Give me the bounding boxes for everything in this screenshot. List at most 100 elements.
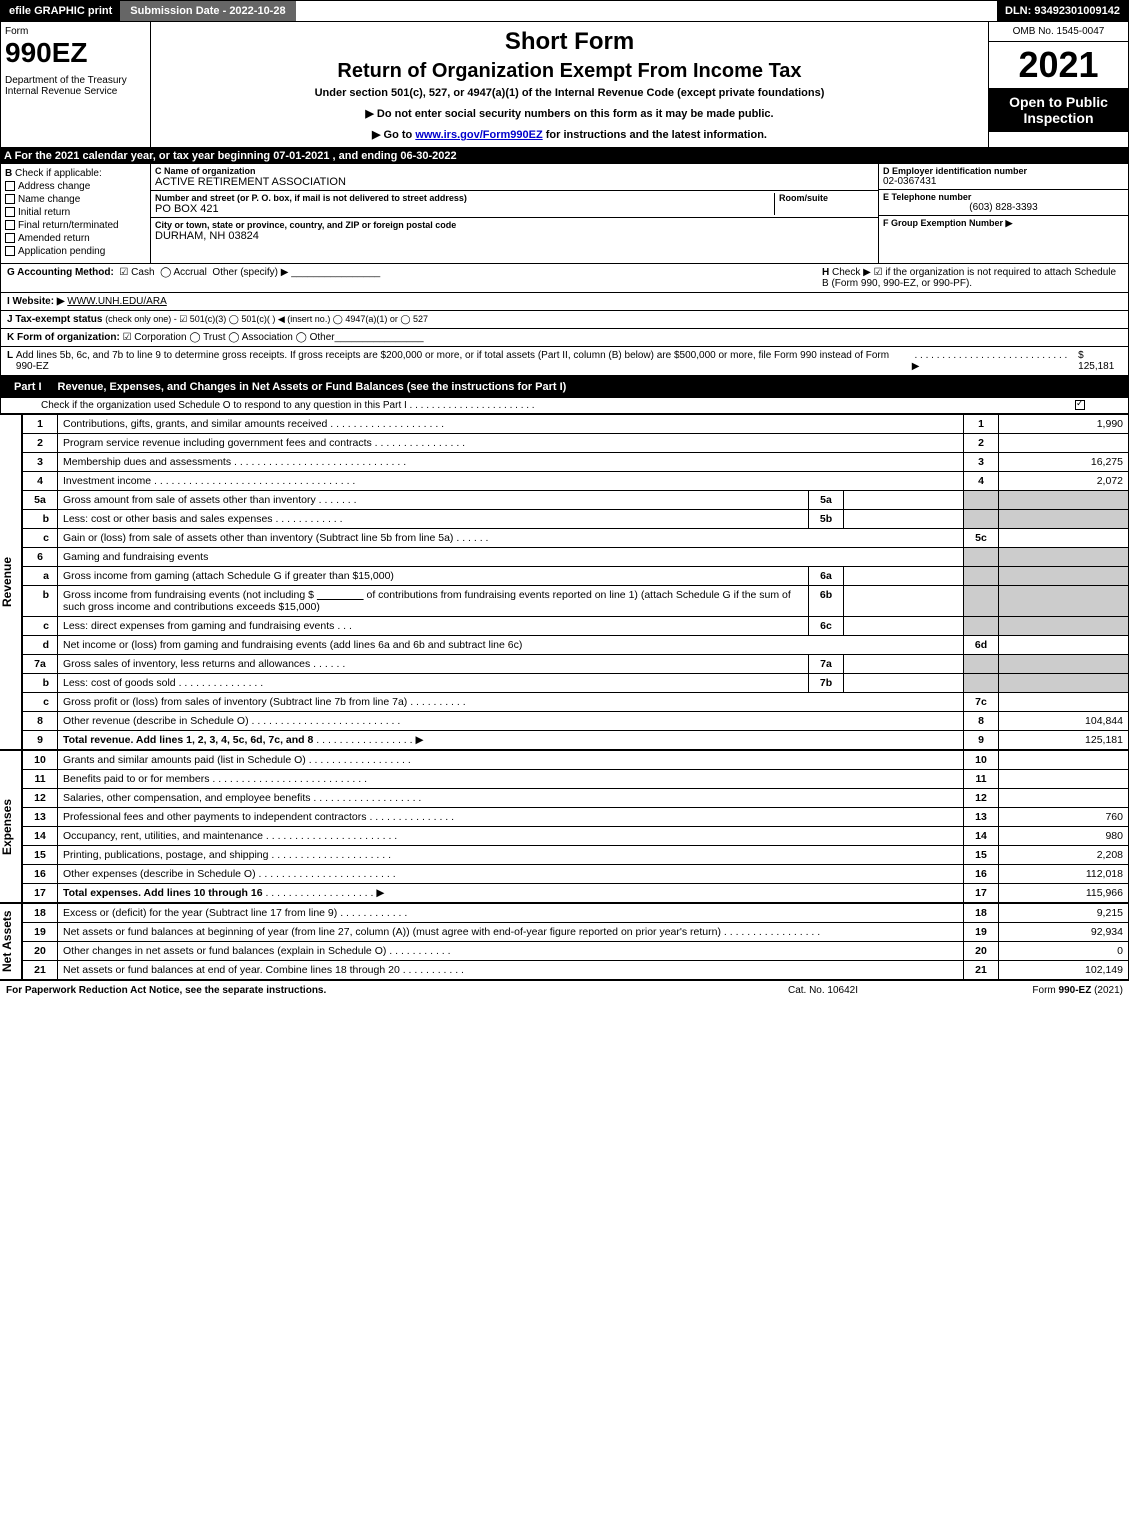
line-12: 12Salaries, other compensation, and empl… (23, 789, 1129, 808)
line-4: 4Investment income . . . . . . . . . . .… (23, 472, 1129, 491)
line-5b: bLess: cost or other basis and sales exp… (23, 510, 1129, 529)
ein-value: 02-0367431 (883, 176, 1124, 187)
short-form-title: Short Form (157, 28, 982, 56)
dln: DLN: 93492301009142 (997, 1, 1128, 21)
form-header: Form 990EZ Department of the Treasury In… (0, 22, 1129, 148)
form-number: 990EZ (5, 37, 146, 69)
expenses-table: 10Grants and similar amounts paid (list … (22, 750, 1129, 903)
b-label: B (5, 168, 12, 179)
part1-title: Revenue, Expenses, and Changes in Net As… (58, 381, 1123, 393)
row-j: J Tax-exempt status (check only one) - ☑… (0, 311, 1129, 329)
line-21: 21Net assets or fund balances at end of … (23, 961, 1129, 980)
org-address: PO BOX 421 (155, 203, 774, 215)
inspection-badge: Open to Public Inspection (989, 88, 1128, 132)
line-9: 9Total revenue. Add lines 1, 2, 3, 4, 5c… (23, 731, 1129, 750)
b-check-if: Check if applicable: (15, 168, 102, 179)
line-6: 6Gaming and fundraising events (23, 548, 1129, 567)
note2-suffix: for instructions and the latest informat… (543, 129, 767, 141)
l-label: L (7, 350, 13, 372)
header-right: OMB No. 1545-0047 2021 Open to Public In… (988, 22, 1128, 147)
net-side-label: Net Assets (0, 903, 22, 980)
h-label: H (822, 267, 829, 278)
page-footer: For Paperwork Reduction Act Notice, see … (0, 980, 1129, 1000)
line-17: 17Total expenses. Add lines 10 through 1… (23, 884, 1129, 903)
efile-print[interactable]: efile GRAPHIC print (1, 1, 120, 21)
c-addr-label: Number and street (or P. O. box, if mail… (155, 193, 774, 203)
line-5c: cGain or (loss) from sale of assets othe… (23, 529, 1129, 548)
j-label: J Tax-exempt status (7, 314, 102, 325)
line-11: 11Benefits paid to or for members . . . … (23, 770, 1129, 789)
l-amount: $ 125,181 (1078, 350, 1122, 372)
line-2: 2Program service revenue including gover… (23, 434, 1129, 453)
row-i: I Website: ▶ WWW.UNH.EDU/ARA (0, 293, 1129, 311)
cb-name-change[interactable]: Name change (5, 194, 146, 205)
e-label: E Telephone number (883, 192, 1124, 202)
footer-center: Cat. No. 10642I (723, 985, 923, 996)
org-name: ACTIVE RETIREMENT ASSOCIATION (155, 176, 874, 188)
line-1: 1Contributions, gifts, grants, and simil… (23, 415, 1129, 434)
net-assets-section: Net Assets 18Excess or (deficit) for the… (0, 903, 1129, 980)
return-title: Return of Organization Exempt From Incom… (157, 60, 982, 83)
line-14: 14Occupancy, rent, utilities, and mainte… (23, 827, 1129, 846)
info-right: D Employer identification number 02-0367… (878, 164, 1128, 263)
footer-right: Form 990-EZ (2021) (923, 985, 1123, 996)
org-city: DURHAM, NH 03824 (155, 230, 874, 242)
c-city-label: City or town, state or province, country… (155, 220, 874, 230)
line-18: 18Excess or (deficit) for the year (Subt… (23, 904, 1129, 923)
irs-link[interactable]: www.irs.gov/Form990EZ (415, 129, 542, 141)
section-b: B Check if applicable: Address change Na… (1, 164, 151, 263)
row-l: L Add lines 5b, 6c, and 7b to line 9 to … (0, 347, 1129, 376)
footer-left: For Paperwork Reduction Act Notice, see … (6, 985, 723, 996)
note-ssn: ▶ Do not enter social security numbers o… (157, 107, 982, 120)
form-label: Form (5, 26, 146, 37)
line-13: 13Professional fees and other payments t… (23, 808, 1129, 827)
part1-label: Part I (6, 379, 50, 395)
revenue-table: 1Contributions, gifts, grants, and simil… (22, 414, 1129, 750)
note2-prefix: ▶ Go to (372, 129, 415, 141)
note-goto: ▶ Go to www.irs.gov/Form990EZ for instru… (157, 128, 982, 141)
cb-final-return[interactable]: Final return/terminated (5, 220, 146, 231)
line-6b: bGross income from fundraising events (n… (23, 586, 1129, 617)
line-20: 20Other changes in net assets or fund ba… (23, 942, 1129, 961)
section-c: C Name of organization ACTIVE RETIREMENT… (151, 164, 878, 263)
j-text: (check only one) - ☑ 501(c)(3) ◯ 501(c)(… (105, 314, 428, 325)
h-text: Check ▶ ☑ if the organization is not req… (822, 267, 1116, 289)
g-other: Other (specify) ▶ (212, 267, 288, 278)
revenue-side-label: Revenue (0, 414, 22, 750)
omb-number: OMB No. 1545-0047 (989, 22, 1128, 42)
l-text: Add lines 5b, 6c, and 7b to line 9 to de… (16, 350, 912, 372)
phone-value: (603) 828-3393 (883, 202, 1124, 213)
cb-application-pending[interactable]: Application pending (5, 246, 146, 257)
submission-date: Submission Date - 2022-10-28 (120, 1, 295, 21)
website-value: WWW.UNH.EDU/ARA (67, 296, 166, 307)
i-label: I Website: ▶ (7, 296, 65, 307)
check-o-box[interactable] (1075, 400, 1085, 410)
revenue-section: Revenue 1Contributions, gifts, grants, a… (0, 414, 1129, 750)
line-10: 10Grants and similar amounts paid (list … (23, 751, 1129, 770)
info-grid: B Check if applicable: Address change Na… (0, 164, 1129, 264)
cb-address-change[interactable]: Address change (5, 181, 146, 192)
check-o-text: Check if the organization used Schedule … (41, 400, 407, 411)
line-8: 8Other revenue (describe in Schedule O) … (23, 712, 1129, 731)
c-name-label: C Name of organization (155, 166, 874, 176)
tax-year: 2021 (989, 42, 1128, 88)
line-7c: cGross profit or (loss) from sales of in… (23, 693, 1129, 712)
net-table: 18Excess or (deficit) for the year (Subt… (22, 903, 1129, 980)
expenses-side-label: Expenses (0, 750, 22, 903)
row-k: K Form of organization: ☑ Corporation ◯ … (0, 329, 1129, 347)
d-label: D Employer identification number (883, 166, 1124, 176)
cb-initial-return[interactable]: Initial return (5, 207, 146, 218)
line-6c: cLess: direct expenses from gaming and f… (23, 617, 1129, 636)
g-label: G Accounting Method: (7, 267, 114, 278)
expenses-section: Expenses 10Grants and similar amounts pa… (0, 750, 1129, 903)
line-3: 3Membership dues and assessments . . . .… (23, 453, 1129, 472)
top-bar: efile GRAPHIC print Submission Date - 20… (0, 0, 1129, 22)
cb-amended-return[interactable]: Amended return (5, 233, 146, 244)
line-6d: dNet income or (loss) from gaming and fu… (23, 636, 1129, 655)
room-label: Room/suite (779, 193, 874, 203)
g-accrual: Accrual (174, 267, 207, 278)
k-text: ☑ Corporation ◯ Trust ◯ Association ◯ Ot… (123, 332, 335, 343)
line-19: 19Net assets or fund balances at beginni… (23, 923, 1129, 942)
line-7b: bLess: cost of goods sold . . . . . . . … (23, 674, 1129, 693)
k-label: K Form of organization: (7, 332, 120, 343)
